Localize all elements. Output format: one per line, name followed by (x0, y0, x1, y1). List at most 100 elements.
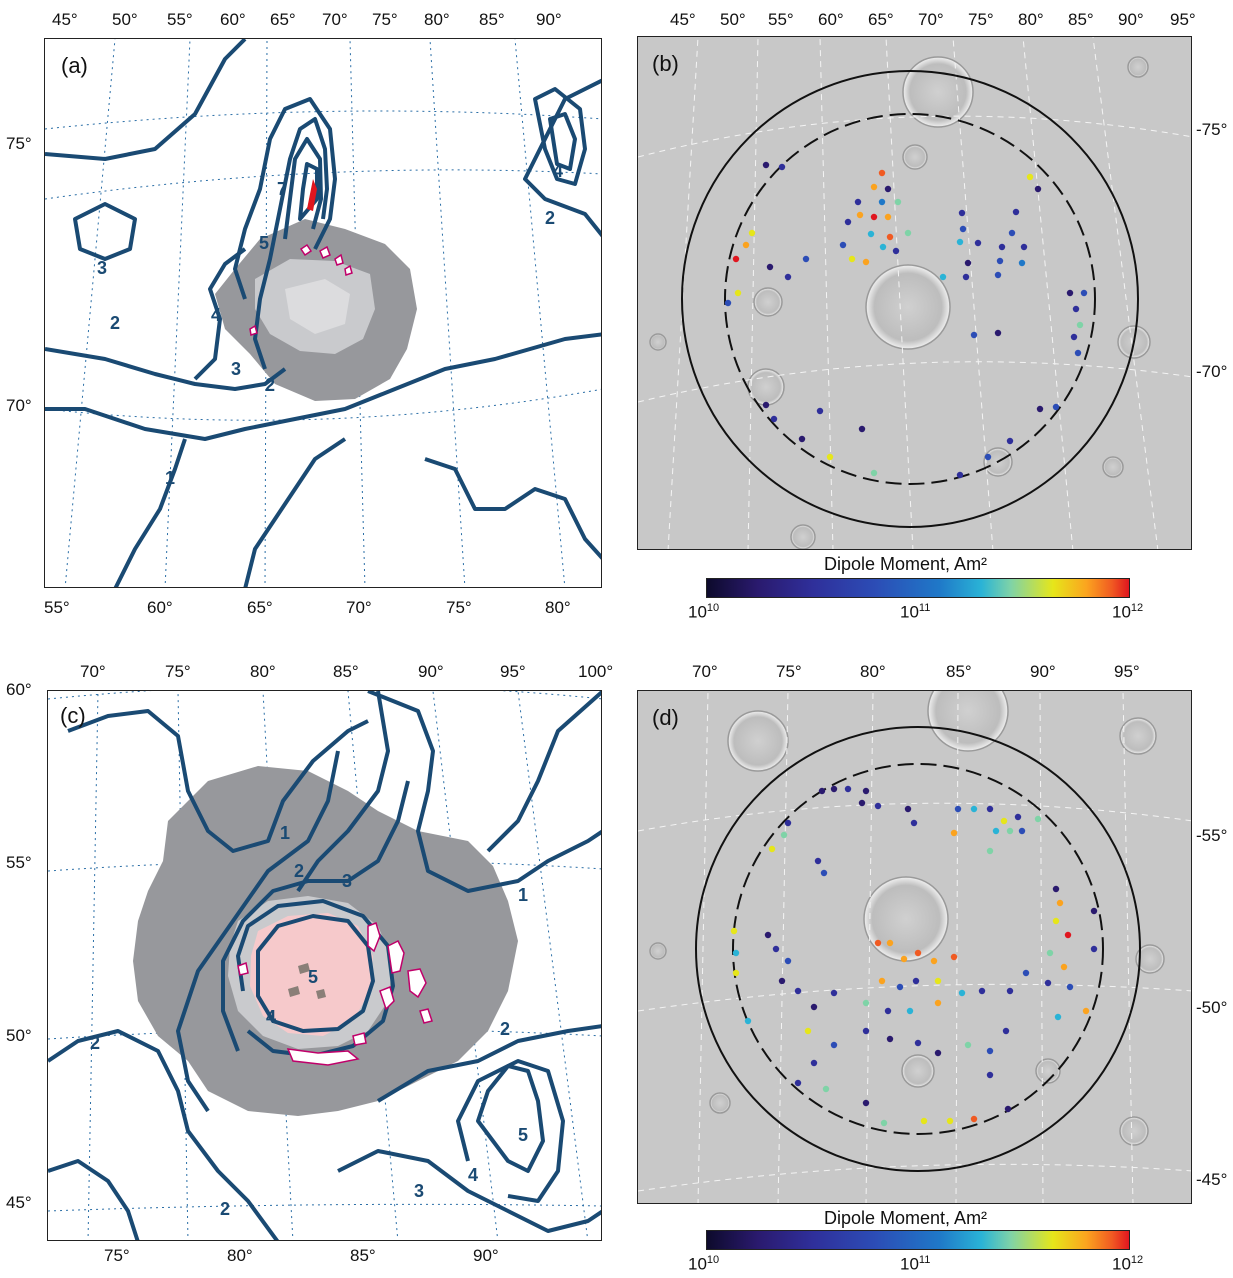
a-bottom-tick: 65° (247, 598, 273, 617)
a-top-tick: 75° (372, 10, 398, 29)
colorbar-title-b: Dipole Moment, Am² (824, 554, 988, 574)
b-top-tick: 55° (768, 10, 794, 29)
c-bottom-tick: 85° (350, 1246, 376, 1265)
b-top-tick: 45° (670, 10, 696, 29)
contour-label-a: 2 (110, 313, 120, 333)
contour-label-c: 5 (308, 967, 318, 987)
b-top-tick: 70° (918, 10, 944, 29)
a-bottom-tick: 60° (147, 598, 173, 617)
a-top-tick: 45° (52, 10, 78, 29)
panel-label-a: (a) (61, 53, 88, 78)
contour-label-c: 1 (518, 885, 528, 905)
colorbar-tick-d: 1011 (900, 1254, 931, 1274)
anomaly-pink-c (250, 913, 373, 1036)
c-top-tick: 90° (418, 662, 444, 681)
panel-label-d: (d) (652, 705, 679, 730)
c-left-tick: 50° (6, 1026, 32, 1045)
inner-ring-b (724, 113, 1096, 485)
magnetic-anomaly-outlines-a (249, 243, 353, 336)
colorbar-tick-b: 1010 (688, 602, 720, 622)
hillshade-map-d (638, 691, 1191, 1203)
red-anomaly-a (307, 179, 317, 211)
dipole-points-b (724, 161, 1088, 479)
b-top-tick: 65° (868, 10, 894, 29)
colorbar-tick-d: 1012 (1112, 1254, 1144, 1274)
contour-label-a: 2 (545, 208, 555, 228)
contour-label-c: 5 (518, 1125, 528, 1145)
contours-c (48, 691, 601, 1240)
d-top-tick: 95° (1114, 662, 1140, 681)
a-top-tick: 85° (479, 10, 505, 29)
b-top-tick: 95° (1170, 10, 1196, 29)
contour-label-c: 1 (280, 823, 290, 843)
a-top-tick: 70° (322, 10, 348, 29)
contour-label-a: 5 (259, 233, 269, 253)
hillshade-map-b (638, 37, 1191, 549)
craters-d (649, 691, 1165, 1146)
a-bottom-tick: 70° (346, 598, 372, 617)
a-top-tick: 55° (167, 10, 193, 29)
d-right-tick: -50° (1196, 998, 1228, 1017)
b-top-tick: 75° (968, 10, 994, 29)
graticule-a (45, 39, 601, 587)
b-top-tick: 50° (720, 10, 746, 29)
inner-ring-d (732, 763, 1104, 1135)
contour-label-a: 4 (553, 161, 563, 181)
colorbar-tick-b: 1012 (1112, 602, 1144, 622)
b-right-tick: -75° (1196, 120, 1228, 139)
c-bottom-tick: 75° (104, 1246, 130, 1265)
contour-label-a: 7 (277, 179, 287, 199)
c-left-tick: 60° (6, 680, 32, 699)
contour-label-c: 3 (414, 1181, 424, 1201)
dark-patches-c (288, 963, 326, 999)
map-b: (b) (637, 36, 1192, 550)
a-bottom-tick: 55° (44, 598, 70, 617)
d-top-tick: 70° (692, 662, 718, 681)
b-top-tick: 80° (1018, 10, 1044, 29)
a-top-tick: 65° (270, 10, 296, 29)
magnetic-anomaly-outlines-c (237, 922, 433, 1066)
contour-label-c: 3 (342, 871, 352, 891)
colorbar-tick-d: 1010 (688, 1254, 720, 1274)
map-a: 1 2 2 2 3 3 4 4 5 7 (a) (44, 38, 602, 588)
a-left-tick: 75° (6, 134, 32, 153)
colorbar-b (706, 578, 1130, 598)
a-top-tick: 60° (220, 10, 246, 29)
b-top-tick: 90° (1118, 10, 1144, 29)
contour-label-a: 1 (165, 468, 175, 488)
a-top-tick: 50° (112, 10, 138, 29)
c-top-tick: 70° (80, 662, 106, 681)
contour-label-a: 2 (265, 375, 275, 395)
contour-label-c: 2 (500, 1019, 510, 1039)
a-bottom-tick: 80° (545, 598, 571, 617)
contour-label-c: 2 (220, 1199, 230, 1219)
contour-label-c: 2 (90, 1033, 100, 1053)
b-top-tick: 85° (1068, 10, 1094, 29)
outer-ring-b (681, 70, 1139, 528)
c-left-tick: 55° (6, 853, 32, 872)
c-top-tick: 85° (333, 662, 359, 681)
a-top-tick: 90° (536, 10, 562, 29)
c-bottom-tick: 90° (473, 1246, 499, 1265)
d-right-tick: -45° (1196, 1170, 1228, 1189)
colorbar-d (706, 1230, 1130, 1250)
c-top-tick: 100° (578, 662, 614, 681)
d-right-tick: -55° (1196, 826, 1228, 845)
map-d: (d) (637, 690, 1192, 1204)
colorbar-title-d: Dipole Moment, Am² (824, 1208, 988, 1228)
contour-label-c: 2 (294, 861, 304, 881)
contour-label-c: 4 (468, 1165, 478, 1185)
contour-label-c: 4 (266, 1007, 276, 1027)
contours-a (45, 39, 601, 587)
a-top-tick: 80° (424, 10, 450, 29)
b-top-tick: 60° (818, 10, 844, 29)
c-top-tick: 95° (500, 662, 526, 681)
b-right-tick: -70° (1196, 362, 1228, 381)
panel-label-c: (c) (60, 703, 86, 728)
a-bottom-tick: 75° (446, 598, 472, 617)
d-top-tick: 75° (776, 662, 802, 681)
d-top-tick: 90° (1030, 662, 1056, 681)
d-top-tick: 80° (860, 662, 886, 681)
a-left-tick: 70° (6, 396, 32, 415)
d-top-tick: 85° (946, 662, 972, 681)
